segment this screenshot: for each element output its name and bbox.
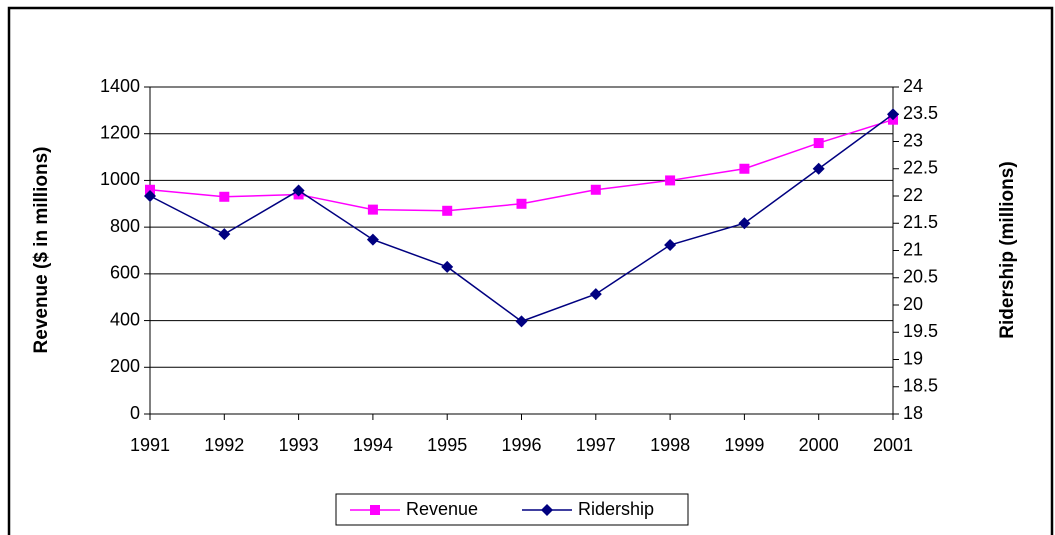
legend-label: Ridership	[578, 499, 654, 519]
y-tick-label: 800	[110, 216, 140, 236]
y2-tick-label: 20	[903, 294, 923, 314]
y2-tick-label: 22	[903, 185, 923, 205]
y-tick-label: 400	[110, 309, 140, 329]
data-point	[144, 190, 156, 202]
x-tick-label: 1991	[130, 435, 170, 455]
data-point	[516, 198, 527, 209]
y2-tick-label: 21	[903, 239, 923, 259]
data-point	[813, 138, 824, 149]
data-point	[589, 288, 602, 301]
data-point	[145, 184, 155, 195]
y2-axis-title: Ridership (millions)	[997, 161, 1018, 338]
data-point	[739, 163, 750, 174]
x-tick-label: 1994	[353, 435, 393, 455]
legend-marker	[370, 505, 380, 515]
x-tick-label: 2000	[799, 435, 839, 455]
data-point	[219, 191, 230, 202]
x-tick-label: 1993	[279, 435, 319, 455]
y-tick-label: 600	[110, 263, 140, 283]
y2-tick-label: 18.5	[903, 376, 938, 396]
y2-tick-label: 21.5	[903, 212, 938, 232]
x-tick-label: 1995	[427, 435, 467, 455]
y2-tick-label: 23.5	[903, 103, 938, 123]
y2-tick-label: 19.5	[903, 321, 938, 341]
data-point	[812, 162, 825, 175]
data-point	[218, 228, 231, 241]
data-point	[664, 239, 677, 252]
x-tick-label: 1996	[501, 435, 541, 455]
y-tick-label: 1200	[100, 122, 140, 142]
data-point	[292, 184, 305, 197]
x-tick-label: 1992	[204, 435, 244, 455]
data-point	[442, 205, 453, 216]
y2-tick-label: 24	[903, 76, 923, 96]
x-tick-label: 1997	[576, 435, 616, 455]
data-point	[515, 315, 528, 328]
y2-tick-label: 18	[903, 403, 923, 423]
data-point	[441, 260, 454, 273]
data-point	[887, 108, 899, 121]
legend-marker	[541, 504, 553, 516]
data-point	[665, 175, 676, 186]
x-tick-label: 1999	[724, 435, 764, 455]
x-tick-label: 1998	[650, 435, 690, 455]
y-tick-label: 1000	[100, 169, 140, 189]
y2-tick-label: 19	[903, 348, 923, 368]
y-tick-label: 0	[130, 403, 140, 423]
y2-tick-label: 20.5	[903, 267, 938, 287]
y2-tick-label: 22.5	[903, 158, 938, 178]
chart-frame	[7, 6, 1054, 535]
data-point	[738, 217, 751, 230]
y-tick-label: 1400	[100, 76, 140, 96]
y-tick-label: 200	[110, 356, 140, 376]
data-point	[367, 204, 378, 215]
y2-tick-label: 23	[903, 130, 923, 150]
legend-label: Revenue	[406, 499, 478, 519]
y-axis-title: Revenue ($ in millions)	[31, 147, 52, 354]
x-tick-label: 2001	[873, 435, 913, 455]
data-point	[366, 233, 379, 246]
data-point	[590, 184, 601, 195]
